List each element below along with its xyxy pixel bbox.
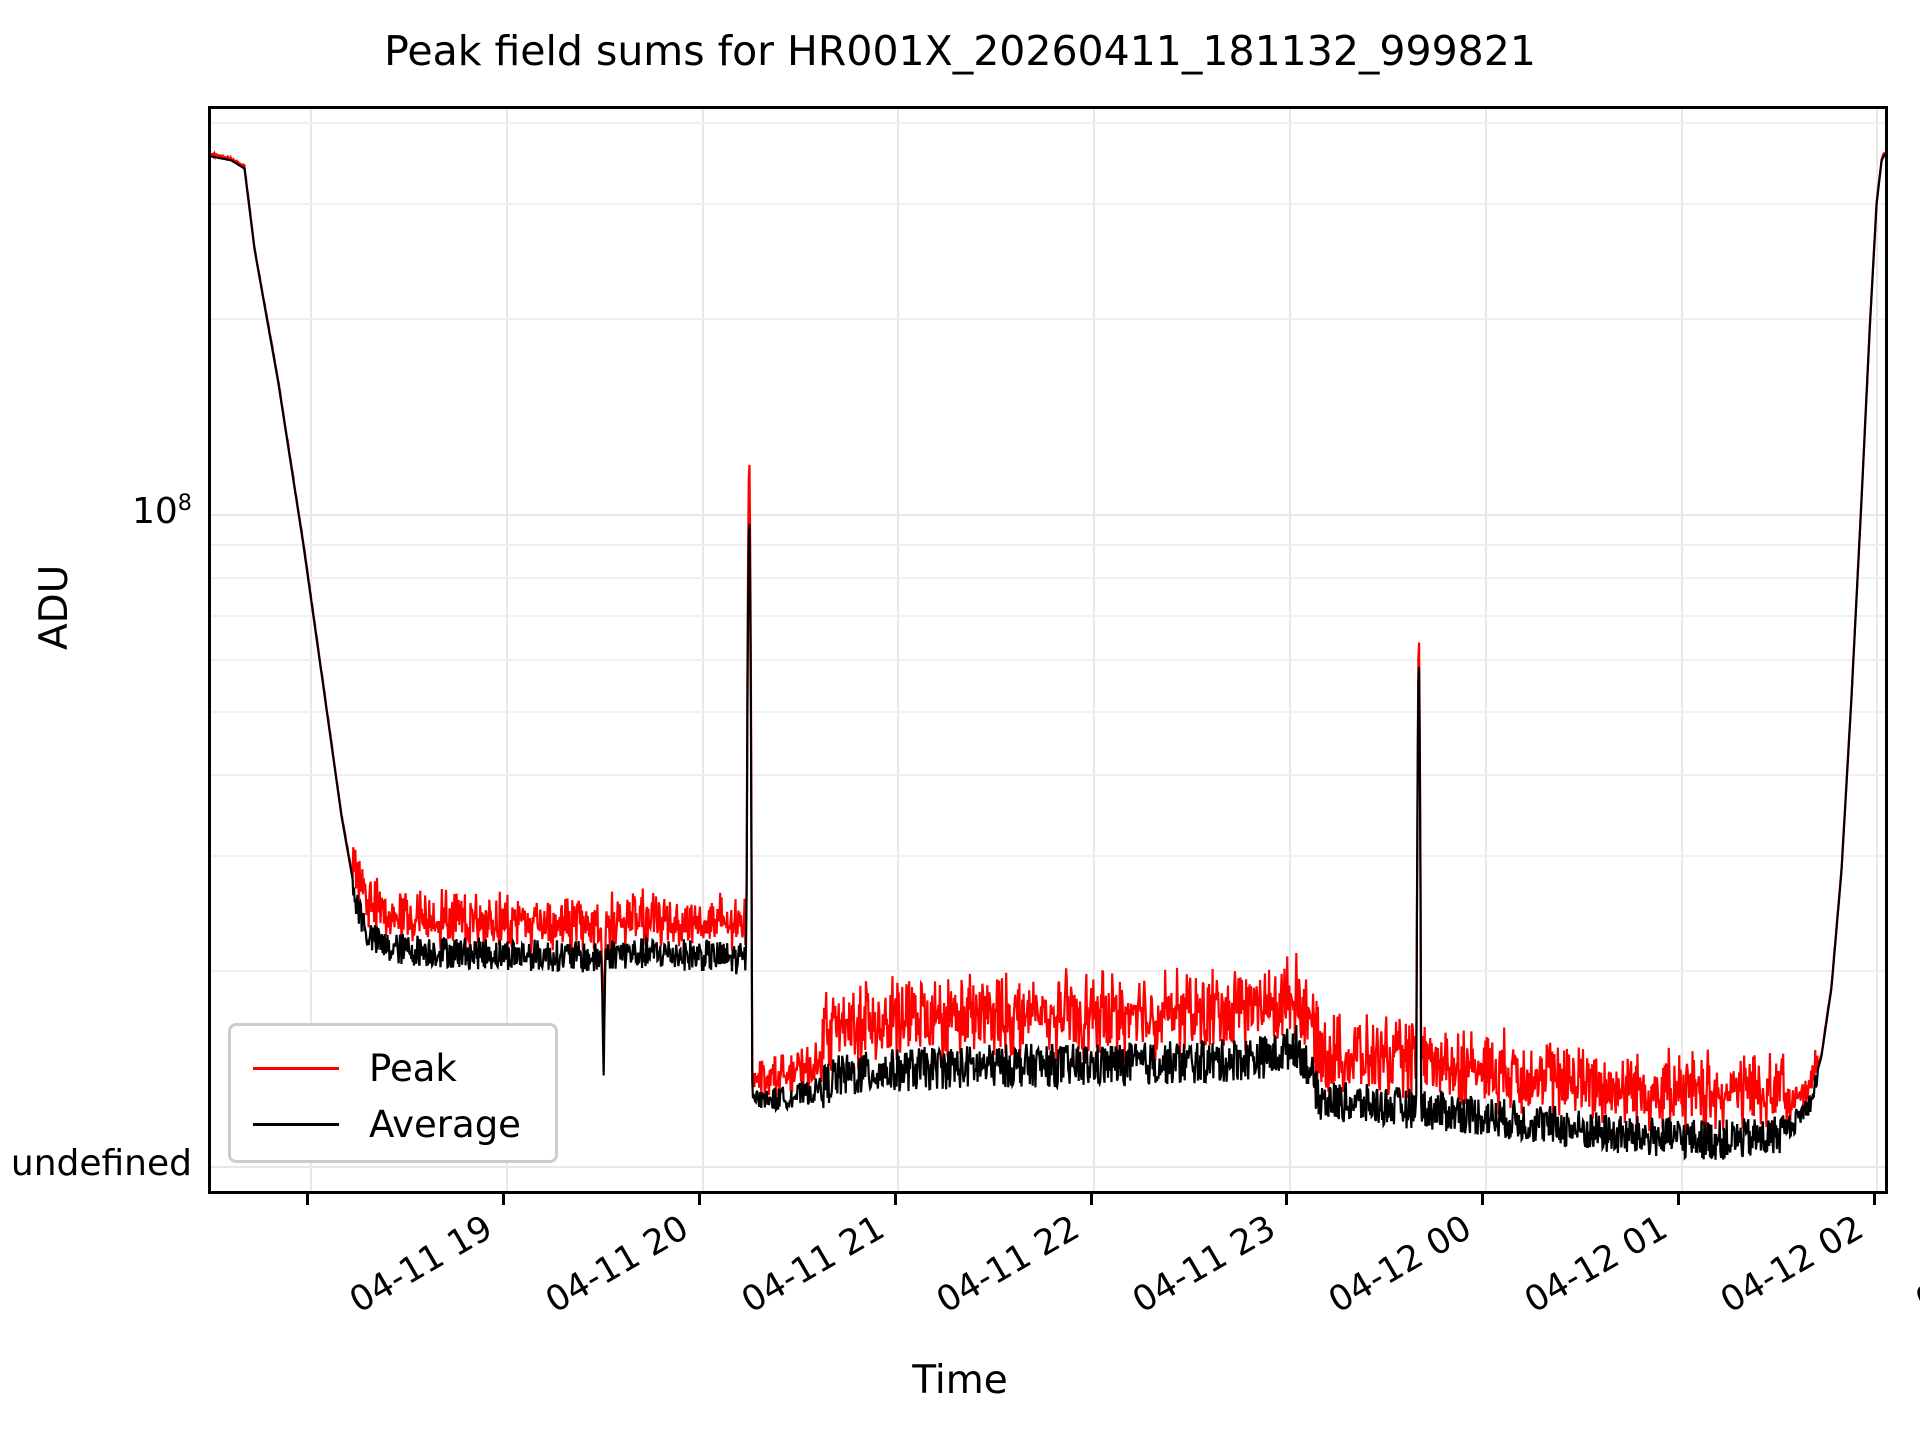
gridline-horizontal-minor <box>211 203 1885 206</box>
gridline-vertical <box>1093 109 1096 1191</box>
gridline-horizontal <box>211 514 1885 517</box>
chart-title: Peak field sums for HR001X_20260411_1811… <box>384 27 1536 75</box>
gridline-horizontal-minor <box>211 969 1885 972</box>
x-axis-tick <box>1089 1194 1093 1205</box>
x-axis-tick <box>893 1194 897 1205</box>
x-axis-tick-labels: 04-11 19 04-11 20 04-11 21 04-11 22 04-11 23… <box>208 1208 1920 1348</box>
y-axis-tick-label: 108 <box>131 490 192 533</box>
gridline-horizontal <box>211 1166 1885 1169</box>
x-axis-tick-label: 04-11 20 <box>538 1208 696 1322</box>
x-axis-tick-label: 04-11 23 <box>1126 1208 1283 1322</box>
x-axis-tick-label: 04-11 22 <box>930 1208 1087 1322</box>
gridline-vertical <box>1876 109 1879 1191</box>
x-axis-tick <box>1481 1194 1485 1205</box>
gridline-horizontal-minor <box>211 615 1885 618</box>
gridline-vertical <box>309 109 312 1191</box>
gridline-horizontal-minor <box>211 577 1885 580</box>
plot-area: Peak Average <box>208 106 1888 1194</box>
gridline-horizontal-minor <box>211 710 1885 713</box>
legend-label-peak: Peak <box>369 1046 457 1090</box>
x-axis-ticks <box>208 1194 1888 1208</box>
legend-label-average: Average <box>369 1102 521 1146</box>
x-axis-tick <box>1285 1194 1289 1205</box>
gridline-horizontal-minor <box>211 318 1885 321</box>
gridline-vertical <box>1288 109 1291 1191</box>
gridline-vertical <box>1680 109 1683 1191</box>
x-axis-tick-label: 04-11 21 <box>734 1208 891 1322</box>
gridline-vertical <box>701 109 704 1191</box>
gridline-horizontal-minor <box>211 658 1885 661</box>
series-line-average <box>211 153 1885 1161</box>
series-line-peak <box>211 150 1885 1134</box>
x-axis-tick-label: 04-12 00 <box>1322 1208 1479 1322</box>
gridline-horizontal-minor <box>211 855 1885 858</box>
series-plot <box>211 150 1885 1161</box>
x-axis-tick-label: 04-12 02 <box>1713 1208 1870 1322</box>
legend-swatch-average <box>253 1122 339 1126</box>
chart-legend[interactable]: Peak Average <box>228 1023 558 1163</box>
gridline-vertical <box>1484 109 1487 1191</box>
x-axis-tick <box>306 1194 310 1205</box>
gridline-horizontal-minor <box>211 544 1885 547</box>
gridline-vertical <box>505 109 508 1191</box>
x-axis-tick <box>698 1194 702 1205</box>
x-axis-label: Time <box>912 1358 1008 1403</box>
x-axis-tick-label: 04-11 19 <box>343 1208 500 1322</box>
y-axis-tick-label: undefined <box>10 1143 192 1185</box>
x-axis-tick <box>1872 1194 1876 1205</box>
gridline-horizontal-minor <box>211 773 1885 776</box>
gridline-vertical <box>897 109 900 1191</box>
legend-swatch-peak <box>253 1066 339 1070</box>
legend-item-average[interactable]: Average <box>231 1096 555 1152</box>
x-axis-tick-label: 04-12 01 <box>1517 1208 1675 1322</box>
gridline-horizontal-minor <box>211 121 1885 124</box>
legend-item-peak[interactable]: Peak <box>231 1040 555 1096</box>
x-axis-tick-label: 04-12 03 <box>1909 1208 1920 1322</box>
x-axis-tick <box>502 1194 506 1205</box>
x-axis-tick <box>1677 1194 1681 1205</box>
y-axis-tick-labels: 108 undefined <box>0 106 192 1194</box>
